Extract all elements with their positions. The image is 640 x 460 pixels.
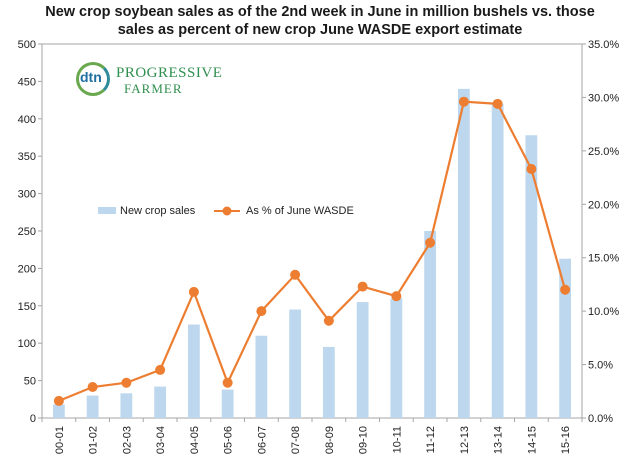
x-category-label: 08-09 (324, 426, 336, 454)
y-left-tick-label: 100 (18, 338, 36, 350)
x-category-label: 12-13 (459, 426, 471, 454)
x-category-label: 15-16 (560, 426, 572, 454)
y-left-tick-label: 0 (30, 413, 36, 425)
line-point-pct (87, 382, 98, 393)
logo-ring-icon (76, 62, 110, 96)
line-point-pct (256, 306, 267, 317)
bar-new-crop-sales (356, 302, 369, 418)
bar-new-crop-sales (525, 135, 538, 419)
bar-new-crop-sales (322, 346, 335, 418)
x-category-label: 13-14 (493, 426, 505, 454)
legend-swatch-marker (222, 206, 232, 216)
y-right-tick-label: 5.0% (588, 360, 613, 372)
line-point-pct (560, 284, 571, 295)
logo-name-line2: FARMER (124, 81, 183, 96)
bar-new-crop-sales (187, 324, 200, 418)
line-point-pct (290, 269, 301, 280)
x-category-label: 14-15 (526, 426, 538, 454)
y-left-tick-label: 50 (24, 376, 36, 388)
y-right-tick-label: 30.0% (588, 92, 619, 104)
line-point-pct (323, 315, 334, 326)
x-category-label: 09-10 (358, 426, 370, 454)
logo-mark: dtn (80, 69, 102, 85)
y-right-tick-label: 35.0% (588, 39, 619, 51)
line-point-pct (391, 291, 402, 302)
y-left-tick-label: 400 (18, 114, 36, 126)
bar-new-crop-sales (559, 258, 572, 418)
y-left-tick-label: 450 (18, 76, 36, 88)
line-point-pct (53, 395, 64, 406)
x-category-label: 04-05 (189, 426, 201, 454)
y-right-tick-label: 15.0% (588, 253, 619, 265)
legend-swatch-bar (98, 207, 116, 214)
chart-title-line1: New crop soybean sales as of the 2nd wee… (45, 4, 595, 20)
bar-new-crop-sales (255, 335, 268, 418)
y-left-tick-label: 350 (18, 151, 36, 163)
y-right-tick-label: 25.0% (588, 146, 619, 158)
y-left-tick-label: 200 (18, 263, 36, 275)
x-category-label: 02-03 (121, 426, 133, 454)
line-point-pct (425, 237, 436, 248)
bar-new-crop-sales (424, 231, 437, 418)
y-left-tick-label: 250 (18, 226, 36, 238)
line-pct-of-wasde (58, 100, 567, 402)
x-category-label: 10-11 (391, 426, 403, 453)
line-point-pct (458, 96, 469, 107)
legend-label-line: As % of June WASDE (246, 205, 354, 217)
line-point-pct (492, 98, 503, 109)
x-category-label: 01-02 (88, 426, 100, 454)
bar-new-crop-sales (289, 309, 302, 418)
x-category-label: 03-04 (155, 426, 167, 454)
dtn-progressive-farmer-logo: dtn PROGRESSIVE FARMER (76, 62, 222, 104)
line-point-pct (121, 377, 132, 388)
logo-name-line1: PROGRESSIVE (116, 65, 223, 81)
legend-label-bar: New crop sales (120, 205, 196, 217)
chart-title-line2: sales as percent of new crop June WASDE … (117, 22, 523, 38)
line-point-pct (222, 377, 233, 388)
y-right-tick-label: 0.0% (588, 413, 613, 425)
bar-new-crop-sales (491, 103, 504, 418)
line-point-pct (188, 286, 199, 297)
x-category-label: 05-06 (223, 426, 235, 454)
y-right-tick-label: 10.0% (588, 306, 619, 318)
bar-new-crop-sales (120, 393, 133, 418)
line-point-pct (155, 364, 166, 375)
line-point-pct (357, 281, 368, 292)
x-category-label: 00-01 (54, 426, 66, 454)
y-right-tick-label: 20.0% (588, 199, 619, 211)
y-left-tick-label: 150 (18, 301, 36, 313)
x-category-label: 07-08 (290, 426, 302, 454)
bar-new-crop-sales (154, 386, 167, 418)
bar-new-crop-sales (457, 88, 470, 418)
line-point-pct (526, 164, 537, 175)
chart-title: New crop soybean sales as of the 2nd wee… (40, 3, 600, 39)
bar-new-crop-sales (86, 395, 99, 418)
bar-new-crop-sales (221, 389, 234, 418)
x-category-label: 11-12 (425, 426, 437, 453)
x-category-label: 06-07 (256, 426, 268, 454)
y-left-tick-label: 500 (18, 39, 36, 51)
bar-new-crop-sales (390, 298, 403, 418)
bar-new-crop-sales (52, 404, 65, 418)
y-left-tick-label: 300 (18, 189, 36, 201)
